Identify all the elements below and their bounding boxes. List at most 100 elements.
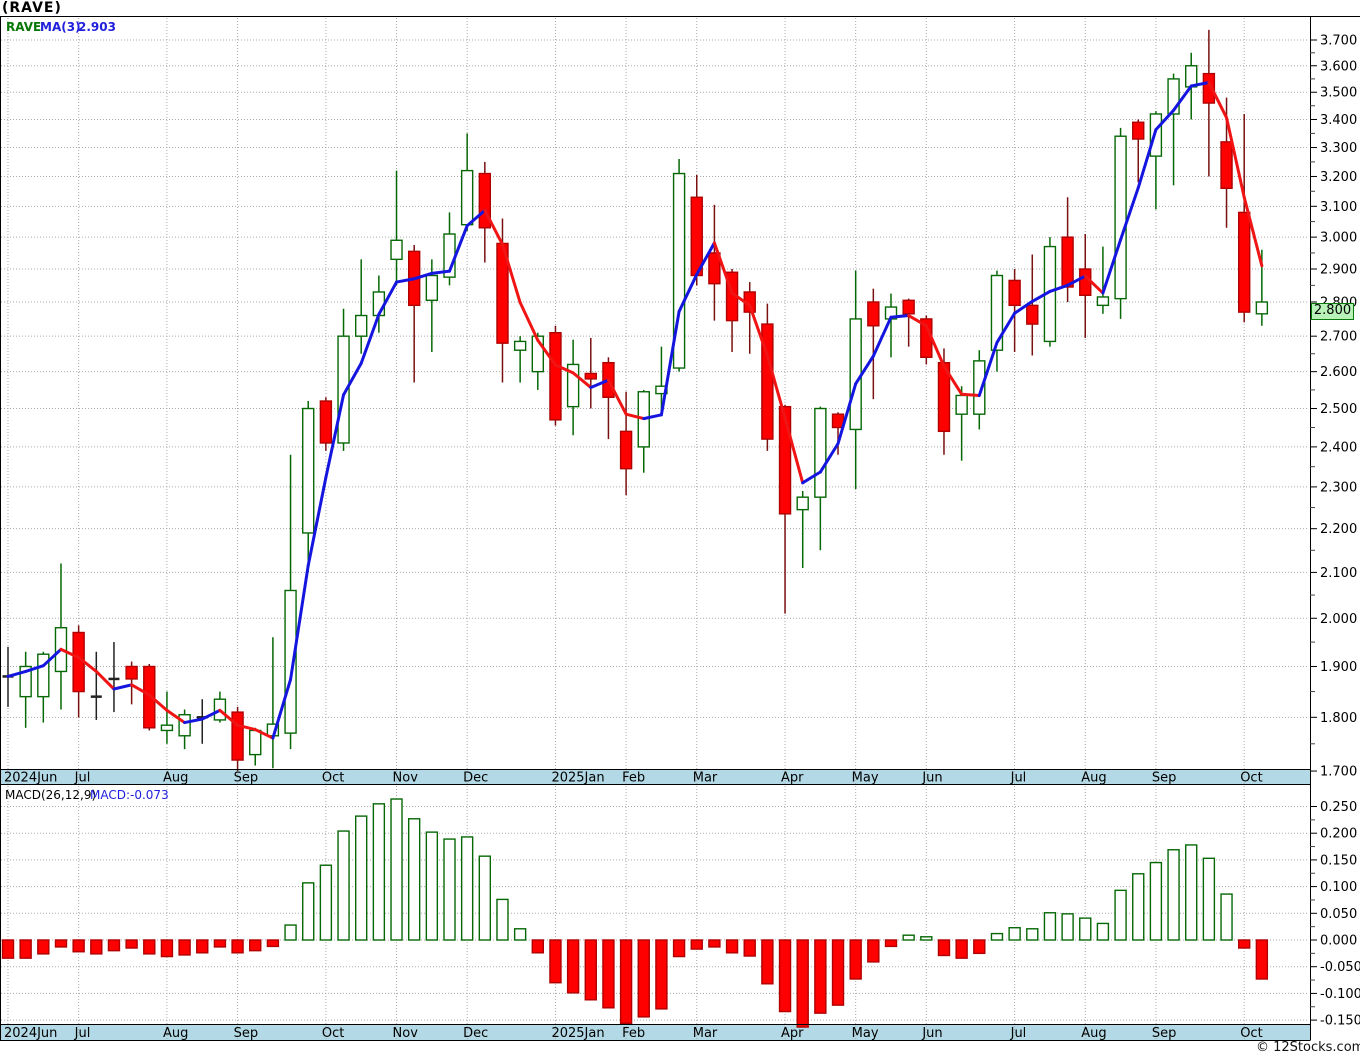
ma-line-segment [624, 412, 646, 421]
ma-line-segment [518, 301, 540, 342]
macd-bar [708, 939, 721, 948]
month-label: Oct [322, 771, 344, 786]
ma-line-segment [606, 378, 628, 416]
candle-body [1026, 304, 1039, 325]
price-tick-label: 2.400 [1320, 440, 1357, 455]
ma-line-segment [342, 361, 363, 397]
ma-line-segment [677, 272, 699, 314]
ma-line-segment [395, 277, 416, 284]
macd-bar [160, 939, 174, 958]
candle-body [249, 729, 262, 756]
candle-body [1237, 211, 1251, 313]
candle-body [1220, 141, 1233, 189]
macd-bar [1237, 939, 1251, 949]
ma-line-segment [1066, 274, 1087, 287]
ma-line-segment [571, 371, 593, 389]
ma-line-segment [1154, 108, 1176, 132]
macd-bar [937, 939, 951, 957]
ma-line-segment [642, 413, 663, 421]
macd-bar [478, 855, 492, 941]
ma-line-segment [960, 392, 981, 397]
ma-line-segment [783, 416, 805, 485]
ma-line-segment [889, 314, 911, 319]
ma-line-segment [41, 647, 63, 668]
macd-bar [725, 939, 739, 954]
ma-line-segment [589, 378, 610, 389]
candle-body [796, 496, 809, 511]
macd-xaxis-band [1, 1025, 1310, 1040]
price-tick-label: 2.000 [1320, 612, 1357, 627]
macd-bar [72, 939, 85, 953]
macd-bar [1220, 893, 1233, 941]
ma-line-segment [1083, 274, 1105, 295]
page-title: (RAVE) [2, 0, 62, 16]
macd-bar [19, 939, 32, 959]
ma-line-segment [854, 354, 875, 386]
month-label: May [852, 771, 879, 786]
macd-bar [196, 939, 209, 954]
month-label: Mar [693, 1026, 718, 1041]
macd-bar [884, 939, 898, 948]
macd-bar [1079, 917, 1092, 941]
macd-tick-label: -0.100 [1320, 987, 1360, 1002]
candle-body [902, 299, 915, 315]
ma-line-segment [1048, 283, 1070, 293]
month-label: May [852, 1026, 879, 1041]
month-label: Mar [693, 771, 718, 786]
macd-bar [302, 882, 315, 941]
month-label: Aug [163, 1026, 188, 1041]
macd-bar [266, 939, 280, 948]
macd-bar [584, 939, 597, 1001]
ma-line-segment [818, 442, 840, 474]
candle-body [761, 323, 774, 440]
macd-bar [1061, 913, 1074, 941]
macd-bar [549, 939, 562, 984]
ma-line-segment [995, 311, 1017, 345]
macd-bar [902, 934, 915, 941]
candle-body [849, 318, 862, 431]
macd-bar [143, 939, 156, 955]
candle-body [955, 394, 968, 415]
macd-bar [920, 936, 933, 941]
macd-bar [425, 831, 439, 941]
macd-bar [1043, 912, 1057, 941]
ma-line-segment [871, 315, 893, 358]
macd-bar [566, 939, 580, 994]
ma-line-segment [536, 338, 557, 367]
candle-body [708, 252, 721, 285]
macd-bar [231, 939, 244, 954]
month-label: Feb [622, 1026, 645, 1041]
month-label: Nov [393, 1026, 419, 1041]
ma-line-segment [483, 208, 504, 246]
ma-line-segment [430, 269, 451, 275]
ma-line-segment [324, 393, 346, 479]
ma-line-segment [94, 669, 116, 691]
month-label: Aug [1081, 771, 1106, 786]
month-label: Oct [322, 1026, 344, 1041]
candle-body [125, 665, 138, 680]
macd-tick-label: 0.250 [1320, 800, 1357, 815]
ma-line-segment [1225, 116, 1246, 199]
macd-bar [443, 838, 456, 941]
macd-bar [1149, 861, 1163, 941]
watermark: © 12Stocks.com [1256, 1040, 1360, 1055]
candle-body [672, 172, 686, 369]
ma-line-segment [359, 312, 381, 365]
price-tick-label: 2.300 [1320, 480, 1357, 495]
ma-line-segment [112, 683, 134, 691]
month-label: Sep [1152, 771, 1177, 786]
candle-body [460, 169, 474, 226]
month-label: Apr [781, 771, 804, 786]
macd-bar [390, 798, 403, 941]
ma-line-segment [77, 655, 98, 673]
candle-body [302, 407, 315, 534]
month-label: Nov [393, 771, 419, 786]
ma-line-segment [712, 241, 734, 295]
ma-line-segment [977, 341, 999, 397]
candle-body [814, 407, 827, 498]
candle-body [478, 172, 492, 229]
current-price-tag: 2.800 [1311, 303, 1354, 320]
price-tick-label: 1.700 [1320, 765, 1357, 780]
candle-body [1096, 296, 1110, 307]
candle-body [778, 405, 792, 515]
